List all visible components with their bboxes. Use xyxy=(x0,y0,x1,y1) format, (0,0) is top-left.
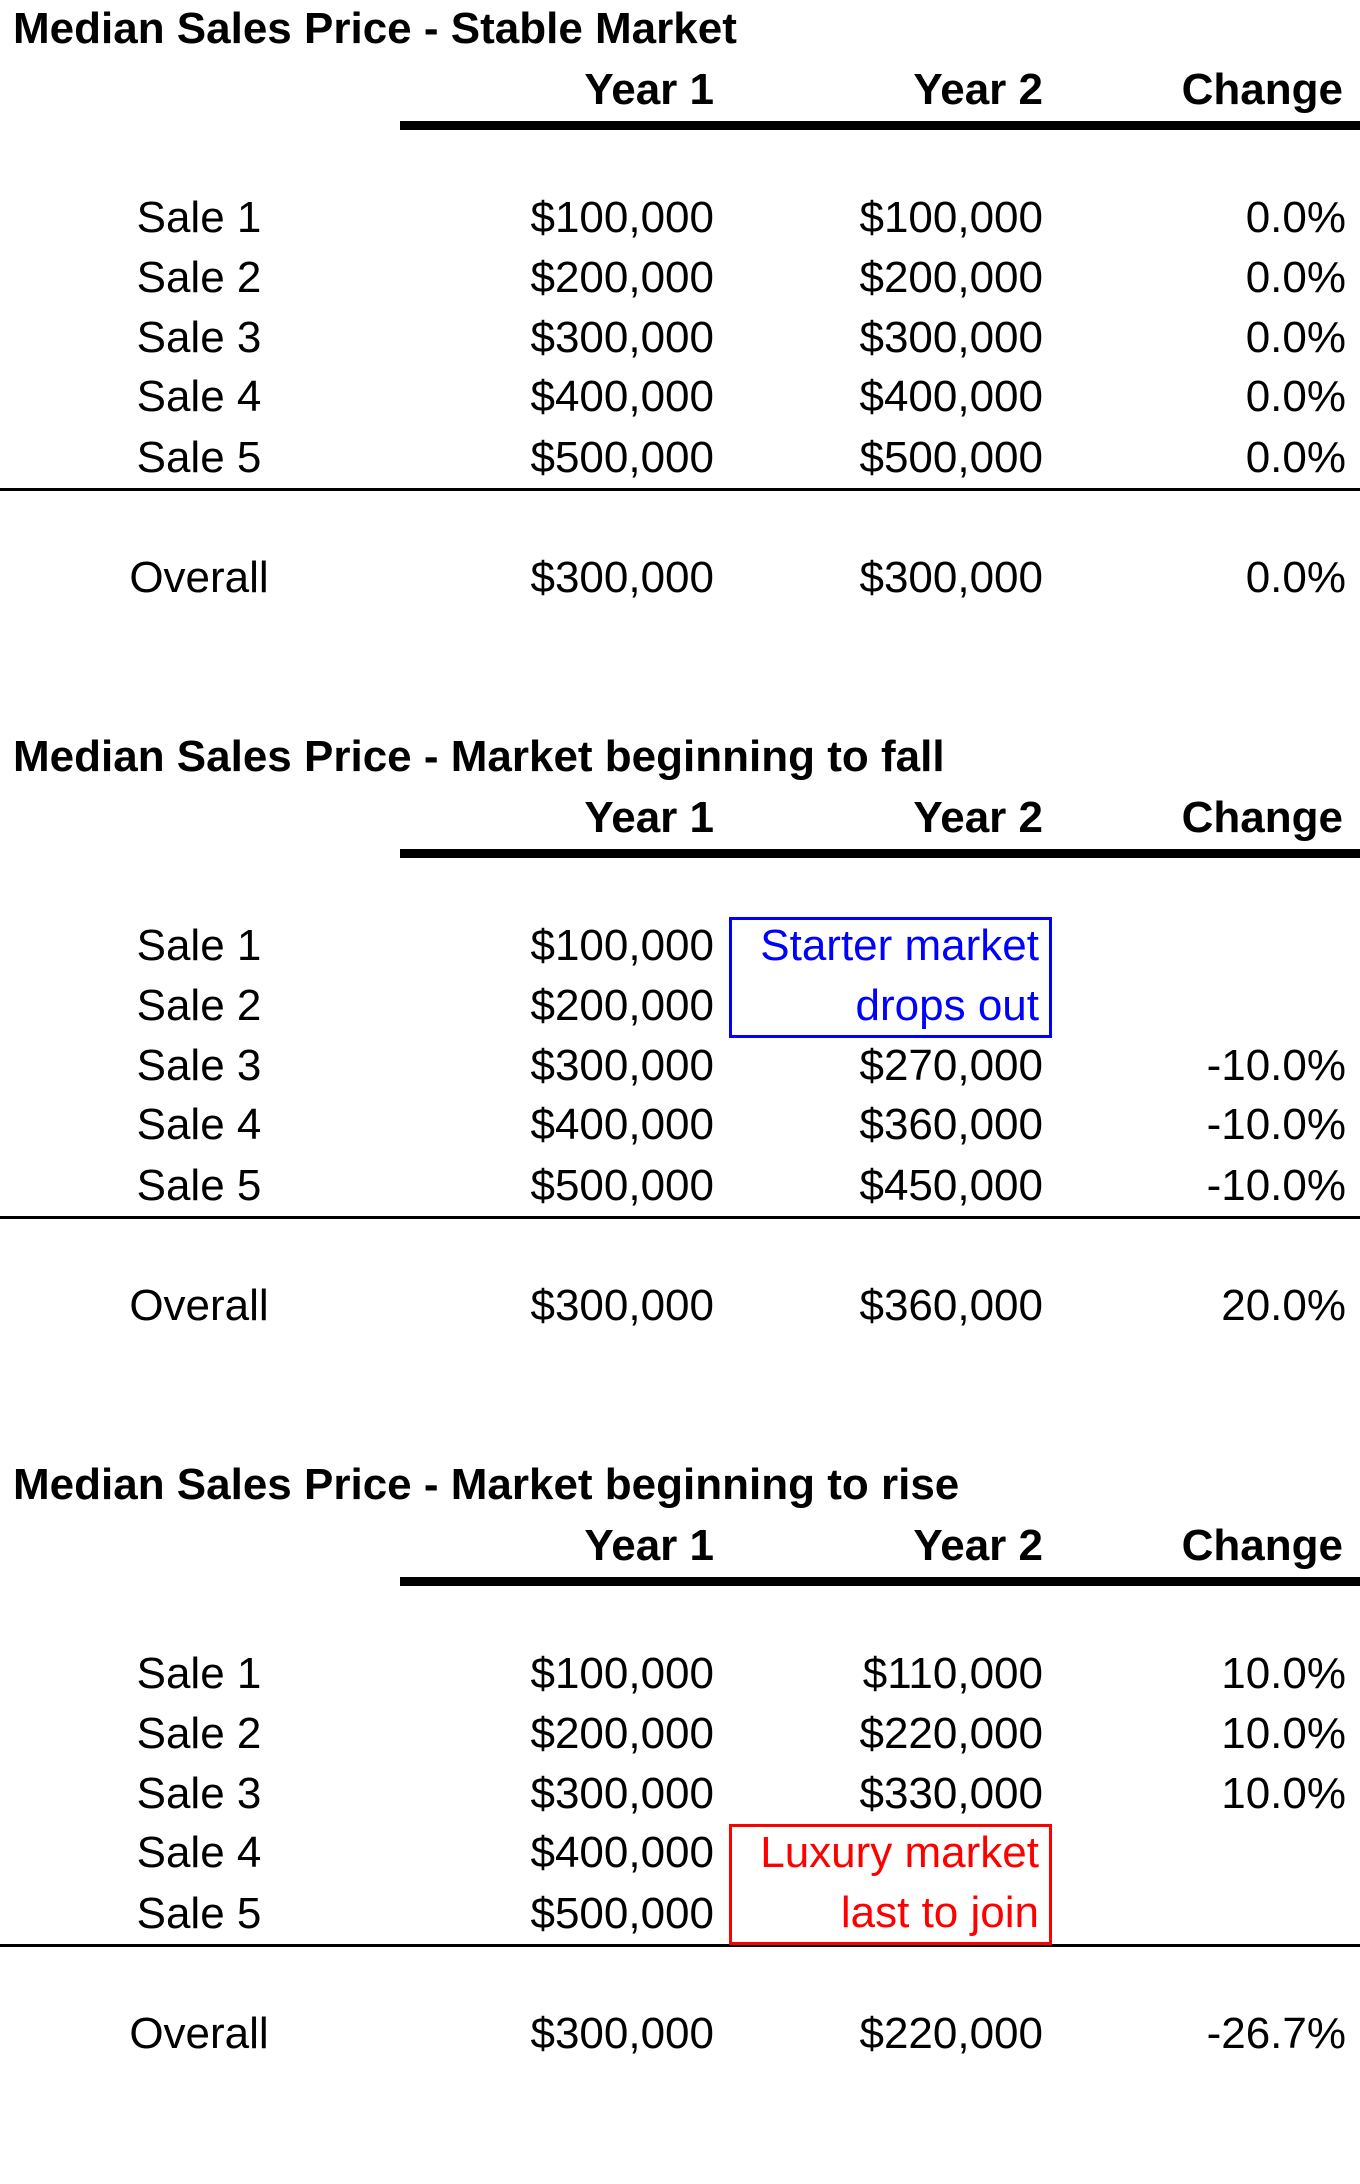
header-year-1: Year 1 xyxy=(584,793,714,842)
annotation-box: Luxury market last to join xyxy=(729,1824,1052,1945)
total-rule xyxy=(0,1944,1360,1947)
table-row-year-1: $300,000 xyxy=(530,1769,714,1818)
table-row-year-1: $400,000 xyxy=(530,1828,714,1877)
table-row-label: Sale 1 xyxy=(136,193,262,242)
overall-row-change: 20.0% xyxy=(1221,1281,1346,1330)
overall-row-year-2: $360,000 xyxy=(859,1281,1043,1330)
table-row-change: 10.0% xyxy=(1221,1709,1346,1758)
table-row-label: Sale 5 xyxy=(136,1889,262,1938)
header-year-2: Year 2 xyxy=(913,65,1043,114)
table-section: Median Sales Price - Market beginning to… xyxy=(0,728,1360,1456)
annotation-text: Starter market xyxy=(760,921,1039,970)
table-row-year-1: $100,000 xyxy=(530,1649,714,1698)
overall-row-year-1: $300,000 xyxy=(530,553,714,602)
header-year-1: Year 1 xyxy=(584,65,714,114)
table-row-year-1: $500,000 xyxy=(530,1161,714,1210)
table-row-year-2: $360,000 xyxy=(859,1100,1043,1149)
table-row-change: -10.0% xyxy=(1206,1161,1346,1210)
table-row-year-1: $200,000 xyxy=(530,981,714,1030)
overall-row-label: Overall xyxy=(129,553,269,602)
header-change: Change xyxy=(1181,1521,1343,1570)
header-rule xyxy=(400,121,1360,130)
overall-row-label: Overall xyxy=(129,2009,269,2058)
table-row-change: 0.0% xyxy=(1245,313,1346,362)
overall-row-label: Overall xyxy=(129,1281,269,1330)
section-title: Median Sales Price - Stable Market xyxy=(13,4,737,53)
table-row-label: Sale 4 xyxy=(136,1100,262,1149)
table-row-year-1: $300,000 xyxy=(530,1041,714,1090)
overall-row-year-2: $300,000 xyxy=(859,553,1043,602)
table-row-change: 10.0% xyxy=(1221,1769,1346,1818)
table-row-change: -10.0% xyxy=(1206,1041,1346,1090)
table-section: Median Sales Price - Stable Market Year 1… xyxy=(0,0,1360,728)
table-row-label: Sale 5 xyxy=(136,433,262,482)
overall-row-change: -26.7% xyxy=(1206,2009,1346,2058)
total-rule xyxy=(0,1216,1360,1219)
table-row-year-2: $400,000 xyxy=(859,372,1043,421)
table-row-label: Sale 3 xyxy=(136,1041,262,1090)
table-row-label: Sale 5 xyxy=(136,1161,262,1210)
table-row-label: Sale 2 xyxy=(136,1709,262,1758)
section-title: Median Sales Price - Market beginning to… xyxy=(13,732,945,781)
table-row-label: Sale 2 xyxy=(136,253,262,302)
table-row-label: Sale 2 xyxy=(136,981,262,1030)
header-year-2: Year 2 xyxy=(913,793,1043,842)
table-row-year-1: $300,000 xyxy=(530,313,714,362)
annotation-box: Starter market drops out xyxy=(729,917,1052,1038)
table-row-year-1: $400,000 xyxy=(530,372,714,421)
table-row-change: 0.0% xyxy=(1245,372,1346,421)
table-row-change: 10.0% xyxy=(1221,1649,1346,1698)
header-change: Change xyxy=(1181,793,1343,842)
table-row-label: Sale 1 xyxy=(136,1649,262,1698)
overall-row-year-1: $300,000 xyxy=(530,2009,714,2058)
table-section: Median Sales Price - Market beginning to… xyxy=(0,1456,1360,2184)
annotation-text: drops out xyxy=(855,981,1039,1030)
header-rule xyxy=(400,849,1360,858)
table-row-year-2: $450,000 xyxy=(859,1161,1043,1210)
annotation-text: last to join xyxy=(840,1888,1039,1937)
total-rule xyxy=(0,488,1360,491)
table-row-year-2: $330,000 xyxy=(859,1769,1043,1818)
table-row-change: 0.0% xyxy=(1245,193,1346,242)
overall-row-year-2: $220,000 xyxy=(859,2009,1043,2058)
table-row-year-1: $500,000 xyxy=(530,1889,714,1938)
header-change: Change xyxy=(1181,65,1343,114)
header-year-1: Year 1 xyxy=(584,1521,714,1570)
table-row-label: Sale 4 xyxy=(136,372,262,421)
table-row-year-1: $500,000 xyxy=(530,433,714,482)
table-row-label: Sale 1 xyxy=(136,921,262,970)
annotation-text: Luxury market xyxy=(760,1828,1039,1877)
table-row-year-2: $200,000 xyxy=(859,253,1043,302)
table-row-year-2: $300,000 xyxy=(859,313,1043,362)
table-row-year-1: $400,000 xyxy=(530,1100,714,1149)
header-year-2: Year 2 xyxy=(913,1521,1043,1570)
overall-row-year-1: $300,000 xyxy=(530,1281,714,1330)
table-row-label: Sale 4 xyxy=(136,1828,262,1877)
table-row-year-1: $200,000 xyxy=(530,1709,714,1758)
table-row-year-1: $100,000 xyxy=(530,921,714,970)
table-row-year-2: $100,000 xyxy=(859,193,1043,242)
table-row-year-2: $220,000 xyxy=(859,1709,1043,1758)
table-row-change: -10.0% xyxy=(1206,1100,1346,1149)
table-row-year-1: $200,000 xyxy=(530,253,714,302)
table-row-change: 0.0% xyxy=(1245,433,1346,482)
header-rule xyxy=(400,1577,1360,1586)
table-row-year-2: $500,000 xyxy=(859,433,1043,482)
table-row-label: Sale 3 xyxy=(136,313,262,362)
overall-row-change: 0.0% xyxy=(1245,553,1346,602)
table-row-year-2: $270,000 xyxy=(859,1041,1043,1090)
table-row-change: 0.0% xyxy=(1245,253,1346,302)
table-row-label: Sale 3 xyxy=(136,1769,262,1818)
table-row-year-1: $100,000 xyxy=(530,193,714,242)
section-title: Median Sales Price - Market beginning to… xyxy=(13,1460,960,1509)
table-row-year-2: $110,000 xyxy=(862,1649,1043,1698)
